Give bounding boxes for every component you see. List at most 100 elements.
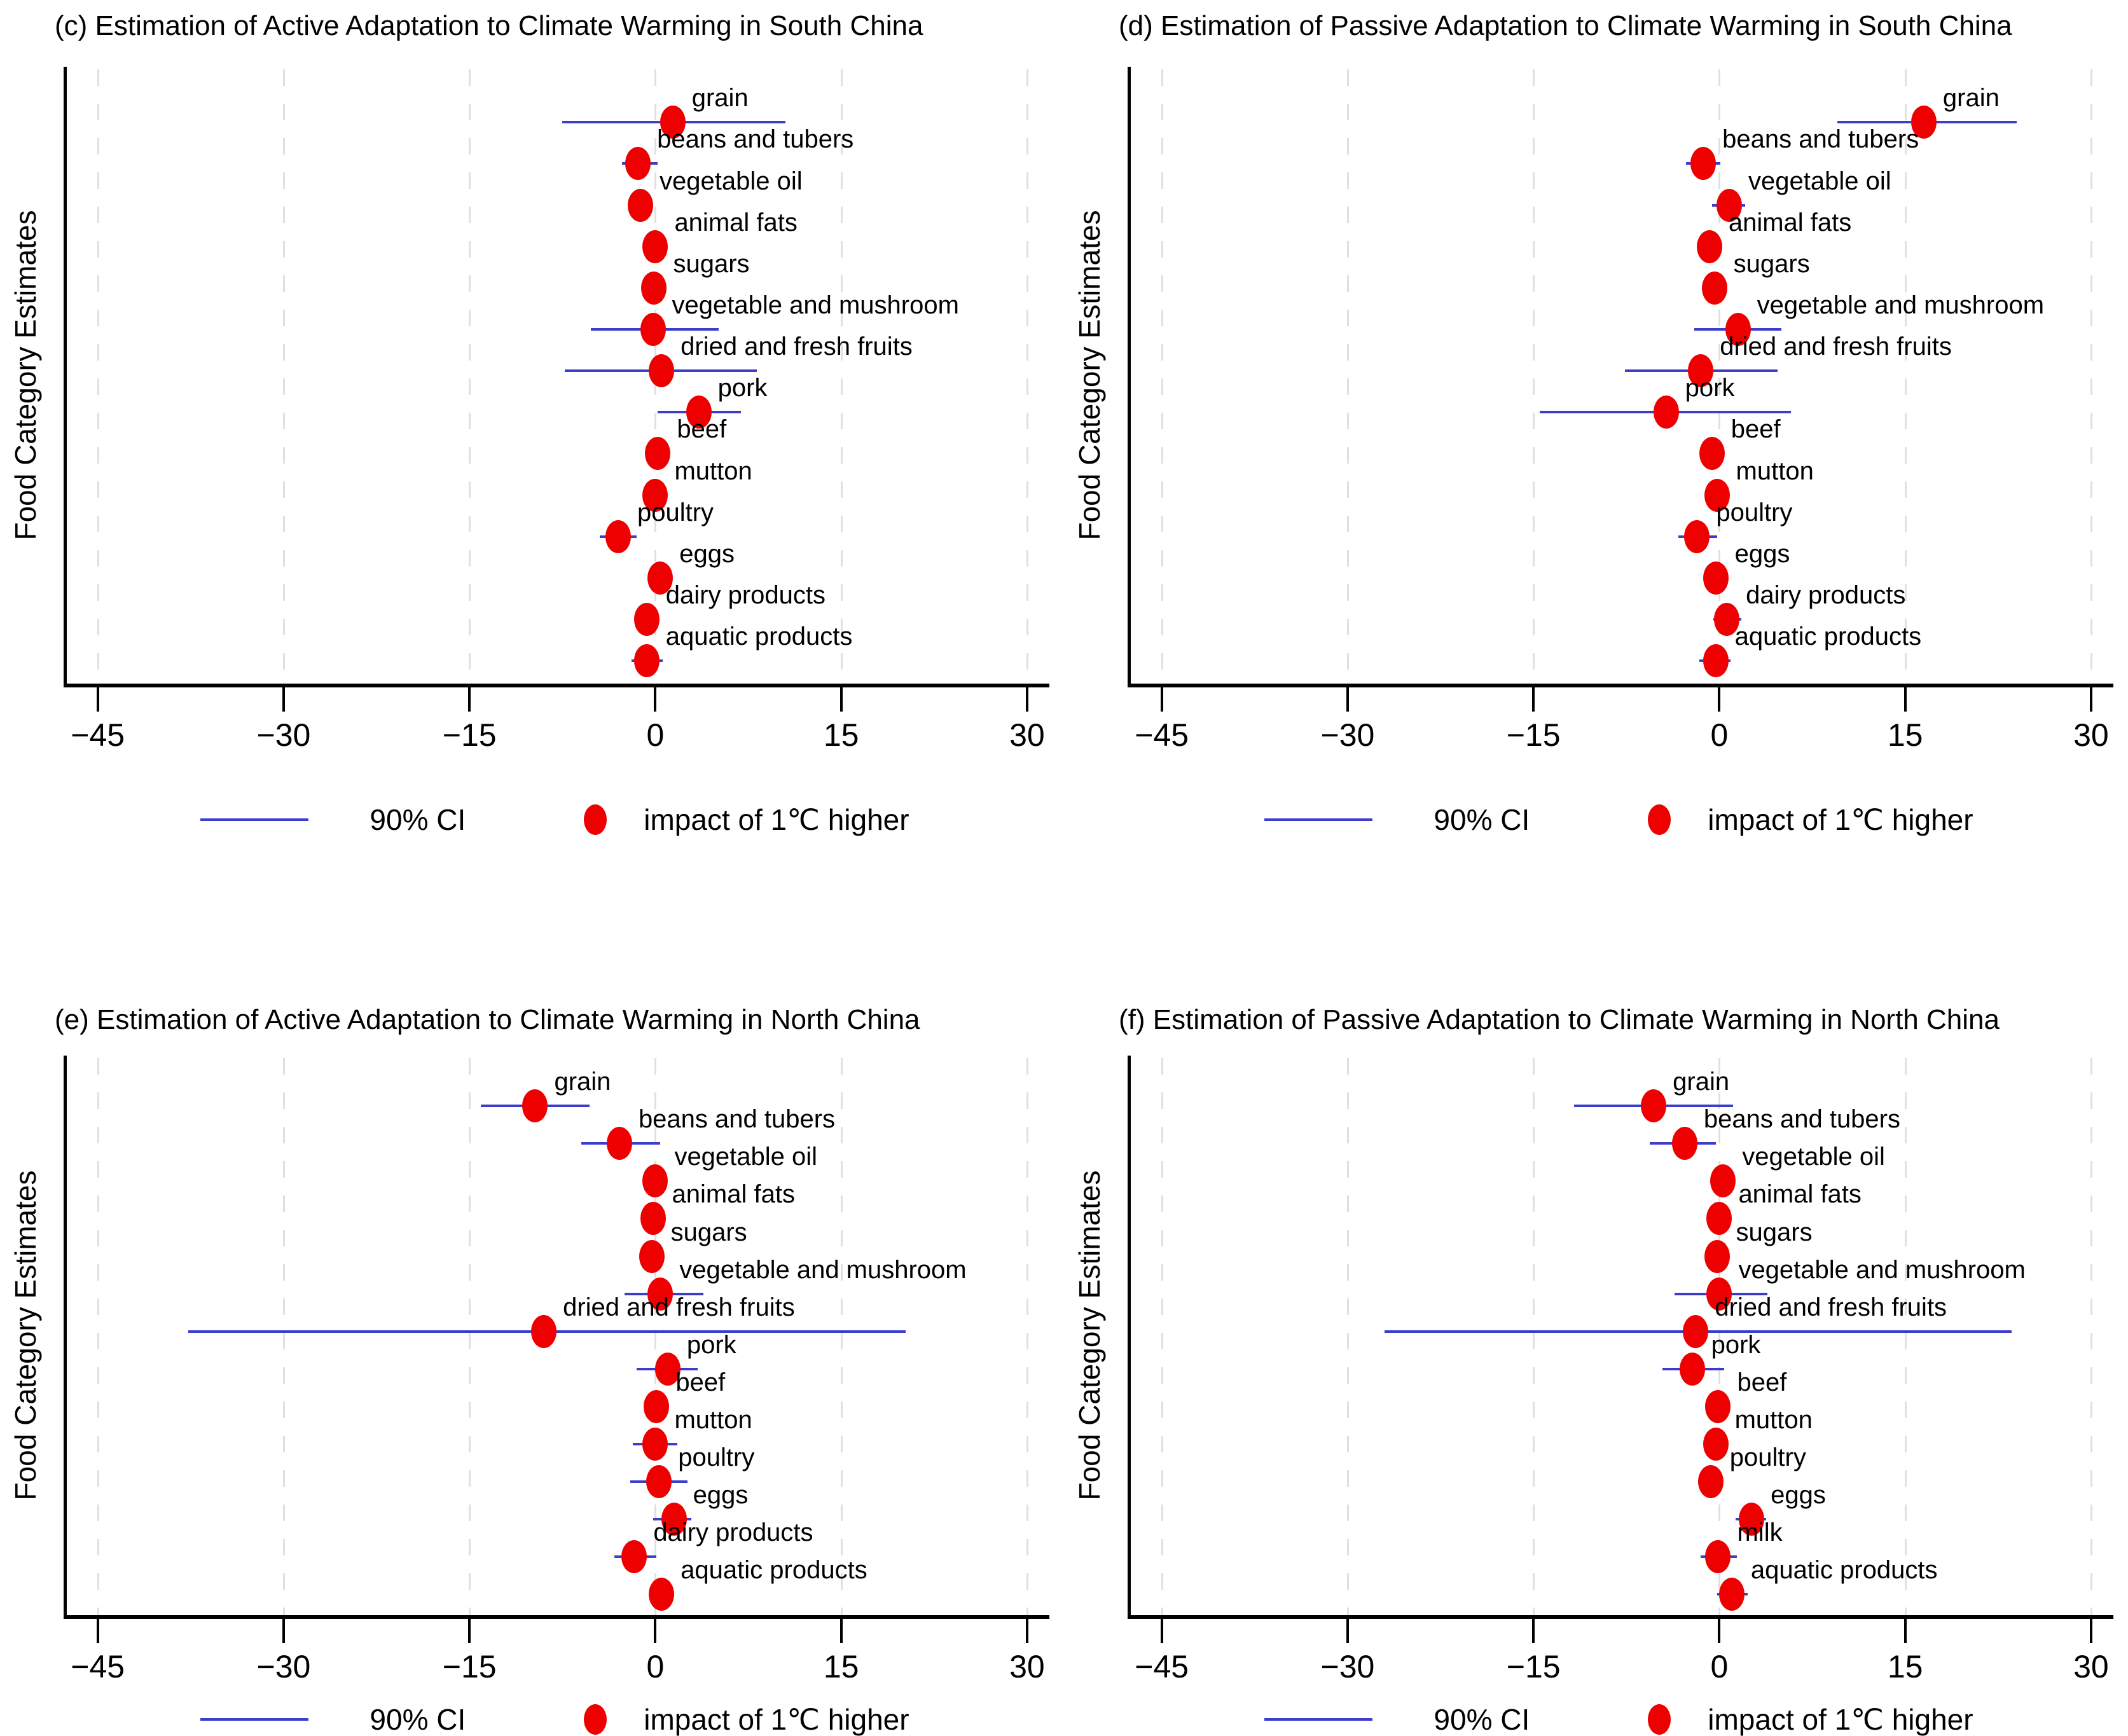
plot-area-c: −45 −30 −15 0 15 30 grain beans and tubers veget… xyxy=(64,67,1049,753)
gridline xyxy=(654,1058,657,1615)
x-tick-label: 30 xyxy=(2073,1649,2109,1684)
x-tick xyxy=(96,687,99,712)
estimate-dot xyxy=(649,1578,675,1611)
estimate-dot xyxy=(605,520,631,553)
category-label: beans and tubers xyxy=(1703,1105,1900,1134)
x-tick-label: 15 xyxy=(1887,717,1923,753)
estimate-dot xyxy=(633,644,660,678)
gridline xyxy=(469,69,471,684)
category-label: animal fats xyxy=(1728,208,1852,237)
estimate-dot xyxy=(1683,1314,1709,1348)
estimate-dot xyxy=(660,106,686,139)
y-axis-label: Food Category Estimates xyxy=(1073,210,1106,541)
estimate-dot xyxy=(1705,1540,1731,1574)
estimate-dot xyxy=(625,147,651,181)
estimate-dot xyxy=(531,1314,557,1348)
x-tick-label: 15 xyxy=(823,1649,859,1684)
category-label: mutton xyxy=(1734,1406,1813,1435)
category-label: pork xyxy=(717,374,768,403)
estimate-dot xyxy=(644,1389,670,1423)
x-tick xyxy=(839,687,843,712)
gridline xyxy=(1161,1058,1163,1615)
category-label: sugars xyxy=(670,1218,747,1246)
panel-passive-north-china: (f) Estimation of Passive Adaptation to … xyxy=(1064,868,2128,1736)
category-label: vegetable and mushroom xyxy=(1757,291,2045,319)
category-label: sugars xyxy=(1733,249,1810,278)
category-label: eggs xyxy=(1734,539,1790,568)
category-label: aquatic products xyxy=(1734,623,1922,651)
category-label: vegetable and mushroom xyxy=(679,1255,967,1284)
gridline xyxy=(1346,1058,1349,1615)
x-tick xyxy=(1532,687,1535,712)
legend-impact-label: impact of 1℃ higher xyxy=(1708,803,1973,836)
x-tick xyxy=(1160,1619,1163,1643)
panel-title: (c) Estimation of Active Adaptation to C… xyxy=(55,10,923,41)
x-tick-label: −30 xyxy=(1320,1649,1375,1684)
legend: 90% CI impact of 1℃ higher xyxy=(1128,1702,2110,1736)
legend: 90% CI impact of 1℃ higher xyxy=(64,1702,1046,1736)
gridline xyxy=(282,69,285,684)
gridline xyxy=(1161,69,1163,684)
legend-ci-label: 90% CI xyxy=(1434,1703,1530,1736)
gridline xyxy=(840,69,843,684)
category-label: dried and fresh fruits xyxy=(1720,333,1952,361)
estimate-dot xyxy=(640,312,666,346)
category-label: vegetable and mushroom xyxy=(1738,1255,2026,1284)
x-tick xyxy=(282,1619,285,1643)
legend-ci-label: 90% CI xyxy=(370,803,466,836)
category-label: dairy products xyxy=(653,1519,813,1547)
x-tick-label: 0 xyxy=(646,1649,665,1684)
x-tick-label: −30 xyxy=(256,717,311,753)
x-tick-label: 15 xyxy=(1887,1649,1923,1684)
x-tick-label: 30 xyxy=(2073,717,2109,753)
category-label: poultry xyxy=(637,498,714,527)
category-label: mutton xyxy=(674,457,752,485)
estimate-dot xyxy=(621,1540,647,1574)
category-label: beans and tubers xyxy=(657,125,854,154)
category-label: vegetable oil xyxy=(674,1143,818,1171)
estimate-dot xyxy=(1706,1277,1732,1311)
estimate-dot xyxy=(633,602,660,636)
estimate-dot xyxy=(1710,1164,1736,1198)
category-label: dried and fresh fruits xyxy=(1715,1293,1947,1321)
impact-dot-swatch xyxy=(584,1704,607,1735)
category-label: eggs xyxy=(693,1481,749,1510)
x-tick xyxy=(2089,687,2092,712)
x-tick-label: −30 xyxy=(256,1649,311,1684)
estimate-dot xyxy=(642,230,668,263)
legend-ci-label: 90% CI xyxy=(1434,803,1530,836)
x-tick-label: −30 xyxy=(1320,717,1375,753)
estimate-dot xyxy=(1679,1352,1705,1386)
legend-ci-label: 90% CI xyxy=(370,1703,466,1736)
panel-title: (f) Estimation of Passive Adaptation to … xyxy=(1119,1004,2000,1035)
impact-dot-swatch xyxy=(1648,1704,1671,1735)
category-label: animal fats xyxy=(672,1180,795,1209)
x-tick xyxy=(468,687,471,712)
x-tick-label: 15 xyxy=(823,717,859,753)
ci-line-swatch xyxy=(200,1718,309,1721)
x-tick xyxy=(1025,1619,1028,1643)
category-label: vegetable oil xyxy=(660,167,803,195)
legend: 90% CI impact of 1℃ higher xyxy=(64,803,1046,837)
estimate-dot xyxy=(642,1164,668,1198)
x-tick-label: 0 xyxy=(646,717,665,753)
estimate-dot xyxy=(1910,106,1937,139)
category-label: dairy products xyxy=(1746,581,1906,609)
category-label: grain xyxy=(691,84,749,113)
x-tick-label: −15 xyxy=(1506,1649,1561,1684)
estimate-dot xyxy=(661,1503,687,1536)
estimate-dot xyxy=(606,1127,632,1161)
x-tick xyxy=(839,1619,843,1643)
x-tick-label: −15 xyxy=(442,717,497,753)
x-tick xyxy=(1903,1619,1907,1643)
category-label: beef xyxy=(675,1368,726,1396)
category-label: aquatic products xyxy=(665,623,853,651)
x-tick-label: −45 xyxy=(1135,1649,1189,1684)
gridline xyxy=(1718,69,1721,684)
gridline xyxy=(469,1058,471,1615)
x-tick-label: −15 xyxy=(442,1649,497,1684)
panel-title: (e) Estimation of Active Adaptation to C… xyxy=(55,1004,920,1035)
gridline xyxy=(1533,1058,1535,1615)
gridline xyxy=(97,69,99,684)
category-label: grain xyxy=(1673,1068,1730,1096)
